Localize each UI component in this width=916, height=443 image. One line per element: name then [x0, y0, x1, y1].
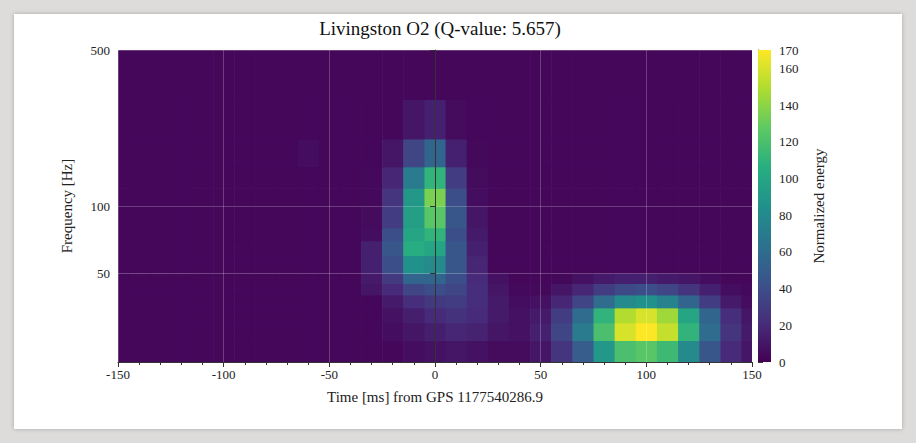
svg-text:-150: -150	[106, 367, 130, 382]
svg-text:60: 60	[779, 244, 792, 259]
svg-text:50: 50	[534, 367, 547, 382]
svg-text:500: 500	[91, 43, 111, 58]
svg-text:0: 0	[432, 367, 439, 382]
svg-text:50: 50	[97, 266, 110, 281]
svg-text:0: 0	[779, 355, 786, 370]
svg-text:140: 140	[779, 98, 799, 113]
svg-text:Livingston O2 (Q-value: 5.657): Livingston O2 (Q-value: 5.657)	[319, 18, 561, 40]
svg-text:100: 100	[91, 199, 111, 214]
svg-text:150: 150	[742, 367, 762, 382]
svg-text:Normalized energy: Normalized energy	[811, 148, 827, 264]
svg-text:Frequency [Hz]: Frequency [Hz]	[59, 159, 75, 254]
svg-text:80: 80	[779, 208, 792, 223]
svg-text:20: 20	[779, 318, 792, 333]
svg-text:120: 120	[779, 134, 799, 149]
svg-text:170: 170	[779, 43, 799, 58]
svg-text:-50: -50	[321, 367, 338, 382]
svg-text:40: 40	[779, 281, 792, 296]
svg-text:100: 100	[779, 171, 799, 186]
svg-text:160: 160	[779, 61, 799, 76]
svg-text:Time [ms] from GPS 1177540286.: Time [ms] from GPS 1177540286.9	[327, 389, 543, 405]
svg-text:-100: -100	[212, 367, 236, 382]
svg-text:100: 100	[637, 367, 657, 382]
